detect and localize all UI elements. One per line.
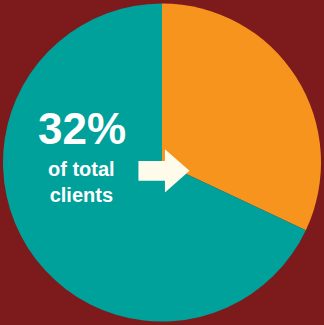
svg-text:32%: 32% (38, 104, 126, 153)
svg-text:of totalclients: of totalclients (48, 158, 115, 206)
